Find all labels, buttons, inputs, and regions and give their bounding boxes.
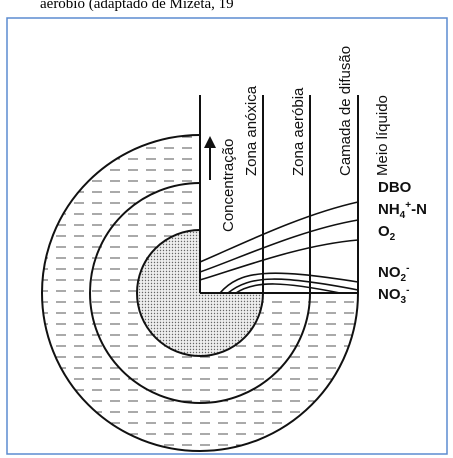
species-label: NH4+-N [378,200,427,221]
page: aeróbio (adaptado de Mizeta, 19 Concentr… [0,0,453,458]
zone-label: Zona aeróbia [290,87,307,176]
rings [42,95,358,451]
species-label: O2 [378,223,396,243]
zone-label: Zona anóxica [243,85,260,176]
species-label: DBO [378,179,412,196]
caption-fragment: aeróbio (adaptado de Mizeta, 19 [40,0,234,12]
zone-label: Camada de difusão [337,46,354,176]
species-label: NO3- [378,285,409,306]
axis-label: Concentração [220,139,237,232]
species-label: NO2- [378,263,409,284]
zone-label: Meio líquido [374,95,391,176]
